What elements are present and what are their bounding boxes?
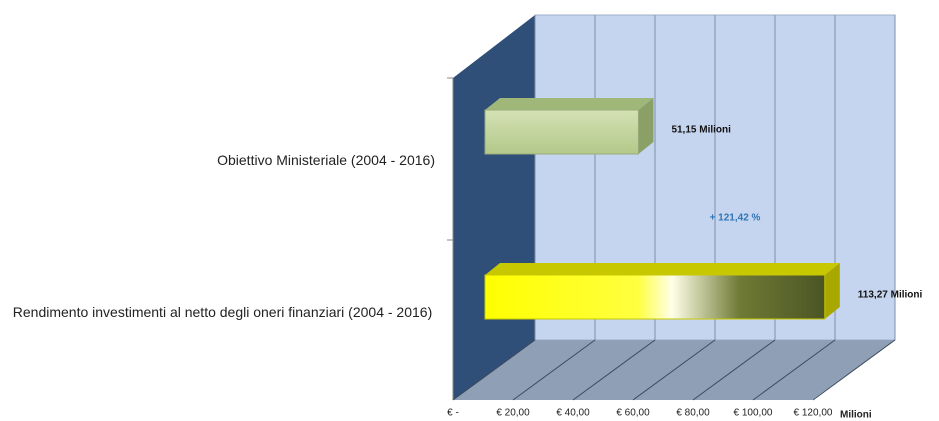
- bar-end: [638, 98, 654, 154]
- grid-line: [812, 339, 896, 401]
- bar: [484, 274, 826, 320]
- x-tick-label: € 100,00: [734, 408, 773, 419]
- x-axis-label: Milioni: [840, 410, 872, 421]
- x-tick-label: € 20,00: [496, 408, 530, 419]
- grid-line: [452, 339, 536, 401]
- bar: [484, 109, 639, 155]
- grid-line: [572, 339, 656, 401]
- category-label: Obiettivo Ministeriale (2004 - 2016): [217, 152, 435, 168]
- x-tick-label: € 60,00: [616, 408, 650, 419]
- grid-line: [752, 339, 836, 401]
- left-wall: [453, 15, 535, 400]
- bar-end: [824, 263, 840, 319]
- grid-line: [632, 339, 716, 401]
- bar-top: [485, 98, 654, 110]
- annotation: + 121,42 %: [710, 213, 761, 224]
- bar-top: [485, 263, 840, 275]
- x-tick-label: € 120,00: [794, 408, 833, 419]
- x-tick-label: € 80,00: [676, 408, 710, 419]
- value-label: 51,15 Milioni: [671, 125, 731, 136]
- grid-line: [692, 339, 776, 401]
- x-tick-label: € -: [447, 408, 459, 419]
- grid-line: [512, 339, 596, 401]
- x-tick-label: € 40,00: [556, 408, 590, 419]
- category-label: Rendimento investimenti al netto degli o…: [12, 304, 433, 320]
- value-label: 113,27 Milioni: [858, 290, 923, 301]
